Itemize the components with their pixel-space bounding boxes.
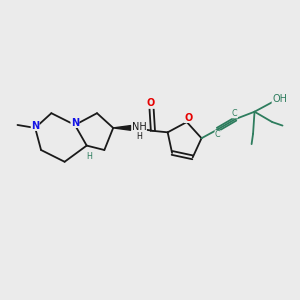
Text: NH: NH	[132, 122, 146, 132]
Polygon shape	[113, 126, 131, 130]
Text: O: O	[184, 112, 192, 123]
Text: OH: OH	[272, 94, 287, 104]
Text: C: C	[232, 109, 238, 118]
Text: H: H	[86, 152, 92, 161]
Text: O: O	[147, 98, 155, 109]
Text: H: H	[136, 132, 142, 141]
Text: N: N	[31, 121, 39, 130]
Text: C: C	[215, 130, 220, 140]
Text: N: N	[71, 118, 79, 128]
